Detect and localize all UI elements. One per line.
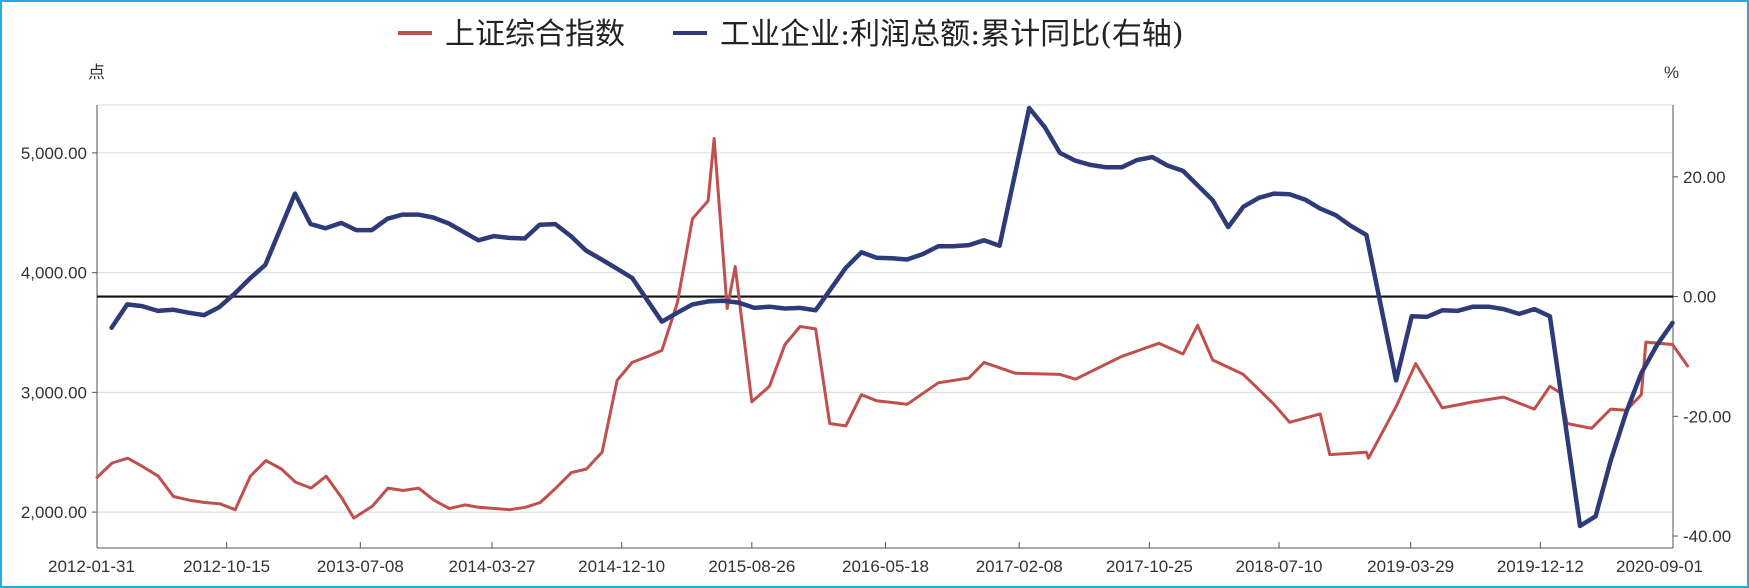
x-tick-label: 2017-02-08 [976, 557, 1063, 576]
legend-label-industrial-profit: 工业企业:利润总额:累计同比(右轴) [720, 17, 1184, 52]
right-axis-unit: % [1664, 63, 1679, 82]
series-lines [95, 105, 1690, 529]
x-tick-label: 2019-12-12 [1497, 557, 1584, 576]
series-line-sse-index [95, 137, 1690, 520]
right-tick-label: -20.00 [1683, 407, 1731, 426]
x-tick-label: 2012-01-31 [48, 557, 135, 576]
x-tick-label: 2019-03-29 [1367, 557, 1454, 576]
series-line-industrial-profit [109, 105, 1675, 529]
tick-labels: 2,000.00 3,000.00 4,000.00 5,000.00 -40.00 -2… [21, 144, 1731, 576]
left-tick-label: 2,000.00 [21, 503, 87, 522]
x-tick-label: 2013-07-08 [317, 557, 404, 576]
left-tick-label: 5,000.00 [21, 144, 87, 163]
left-axis-unit: 点 [88, 63, 105, 82]
x-tick-label: 2014-03-27 [449, 557, 536, 576]
left-tick-label: 3,000.00 [21, 383, 87, 402]
right-tick-label: 0.00 [1683, 288, 1716, 307]
right-tick-label: 20.00 [1683, 168, 1726, 187]
axes [92, 105, 1678, 549]
x-tick-label: 2012-10-15 [183, 557, 270, 576]
right-tick-label: -40.00 [1683, 527, 1731, 546]
x-tick-label: 2016-05-18 [842, 557, 929, 576]
gridlines [97, 104, 1673, 513]
x-tick-label: 2018-07-10 [1236, 557, 1323, 576]
left-tick-label: 4,000.00 [21, 264, 87, 283]
x-tick-label: 2014-12-10 [578, 557, 665, 576]
legend: 上证综合指数 工业企业:利润总额:累计同比(右轴) [398, 17, 1184, 52]
legend-label-sse-index: 上证综合指数 [445, 17, 625, 52]
x-tick-label: 2020-09-01 [1616, 557, 1703, 576]
x-tick-label: 2015-08-26 [708, 557, 795, 576]
x-tick-label: 2017-10-25 [1106, 557, 1193, 576]
